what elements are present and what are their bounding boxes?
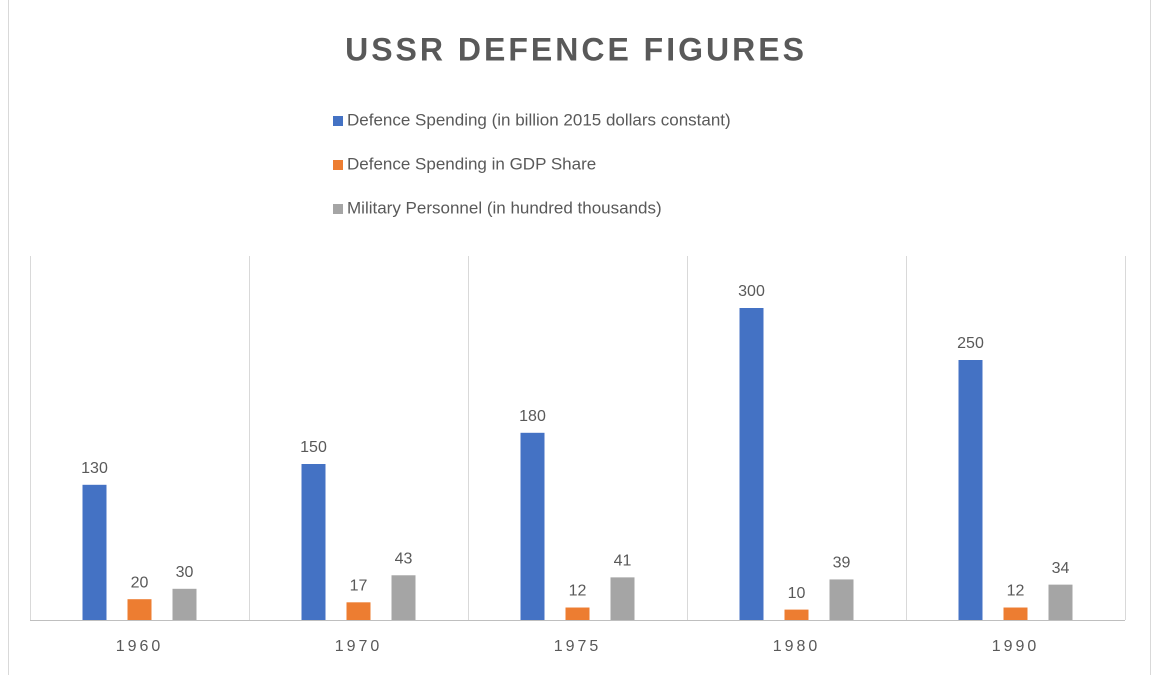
data-label: 10: [788, 585, 806, 602]
bar: [1003, 607, 1028, 620]
chart-title: USSR DEFENCE FIGURES: [345, 31, 807, 67]
bar: [520, 432, 545, 620]
legend-swatch: [333, 160, 343, 170]
legend-swatch: [333, 204, 343, 214]
bar: [127, 599, 152, 620]
data-label: 150: [300, 439, 327, 456]
legend-label: Defence Spending (in billion 2015 dollar…: [347, 110, 731, 129]
data-label: 130: [81, 460, 108, 477]
x-tick-label: 1960: [116, 638, 164, 655]
x-tick-label: 1980: [773, 638, 821, 655]
data-label: 39: [833, 555, 851, 572]
data-label: 20: [131, 574, 149, 591]
bar: [565, 607, 590, 620]
bar: [784, 609, 809, 620]
bar: [346, 602, 371, 620]
bar: [301, 464, 326, 620]
data-label: 12: [569, 583, 587, 600]
legend-label: Defence Spending in GDP Share: [347, 154, 596, 173]
data-label: 41: [614, 553, 632, 570]
bar: [829, 579, 854, 620]
data-label: 180: [519, 408, 546, 425]
data-label: 34: [1052, 560, 1070, 577]
legend-label: Military Personnel (in hundred thousands…: [347, 198, 662, 217]
bar: [172, 588, 197, 620]
data-label: 12: [1007, 583, 1025, 600]
bar: [958, 360, 983, 620]
x-tick-label: 1975: [554, 638, 602, 655]
bar: [1048, 584, 1073, 620]
data-label: 43: [395, 550, 413, 567]
x-tick-label: 1970: [335, 638, 383, 655]
data-label: 30: [176, 564, 194, 581]
data-label: 300: [738, 283, 765, 300]
data-label: 17: [350, 578, 368, 595]
bar: [739, 308, 764, 620]
bar: [610, 577, 635, 620]
x-tick-label: 1990: [992, 638, 1040, 655]
data-label: 250: [957, 335, 984, 352]
bar: [391, 575, 416, 620]
bar: [82, 484, 107, 620]
legend-swatch: [333, 116, 343, 126]
